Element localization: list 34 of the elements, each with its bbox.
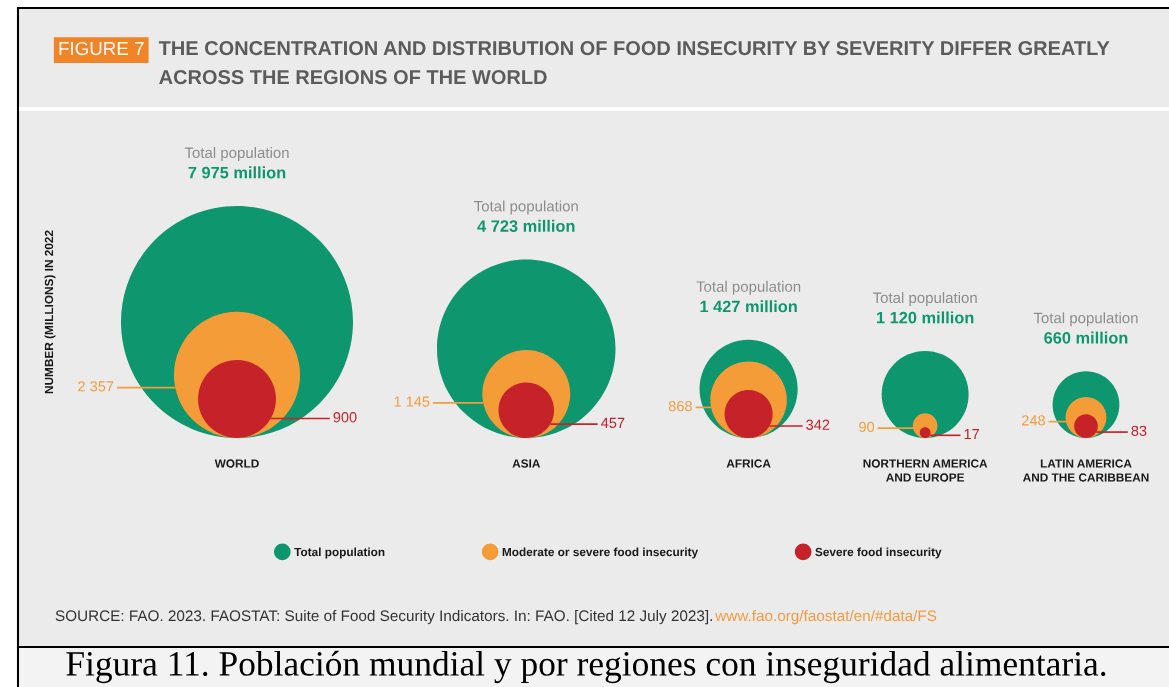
data-label: 248	[1022, 415, 1045, 426]
category-label: WORLD	[214, 459, 259, 468]
text: NUMBER (MILLIONS) IN 2022	[44, 230, 56, 394]
text: THE CONCENTRATION AND DISTRIBUTION OF FOOD INSECURITY BY SEVERITY DIFFER GREATLY ACROSS THE REGIONS OF THE WORLD	[158, 41, 1110, 85]
data-label: 4 723 million	[477, 219, 575, 232]
data-label: 342	[806, 419, 830, 430]
text: Total population	[872, 292, 977, 307]
data-label: 7 975 million	[188, 166, 286, 179]
text: Total population	[184, 147, 289, 161]
legend-label: Total population	[294, 547, 385, 559]
data-label: 1 427 million	[700, 300, 797, 313]
category-label: NORTHERN AMERICA AND EUROPE	[863, 459, 988, 482]
text: Figura 11. Población mundial y por regiones con inseguridad alimentaria.	[66, 650, 1106, 684]
data-label: 1 120 million	[877, 311, 974, 324]
data-label: 868	[668, 400, 692, 412]
text: Total population	[474, 200, 578, 215]
legend-label: Moderate or severe food insecurity	[502, 547, 699, 559]
category-label: ASIA	[512, 459, 541, 468]
text: Total population	[696, 280, 801, 295]
text: Total population	[1033, 312, 1138, 327]
category-label: LATIN AMERICA AND THE CARIBBEAN	[1022, 459, 1149, 482]
category-label: AFRICA	[726, 459, 771, 468]
source-note: SOURCE: FAO. 2023. FAOSTAT: Suite of Food Security Indicators. In: FAO. [Cited 12 July 2023].	[55, 609, 712, 625]
text: www.fao.org/faostat/en/#data/FS	[715, 609, 937, 625]
data-label: 900	[333, 412, 357, 423]
data-label: 457	[601, 417, 625, 429]
data-label: 83	[1131, 425, 1147, 436]
data-label: 90	[859, 421, 875, 433]
data-label: 17	[964, 429, 979, 440]
caption: FIGURE 7	[59, 41, 144, 56]
legend-label: Severe food insecurity	[815, 547, 942, 559]
data-label: 660 million	[1044, 331, 1128, 344]
data-label: 1 145	[394, 396, 430, 407]
data-label: 2 357	[78, 381, 114, 392]
